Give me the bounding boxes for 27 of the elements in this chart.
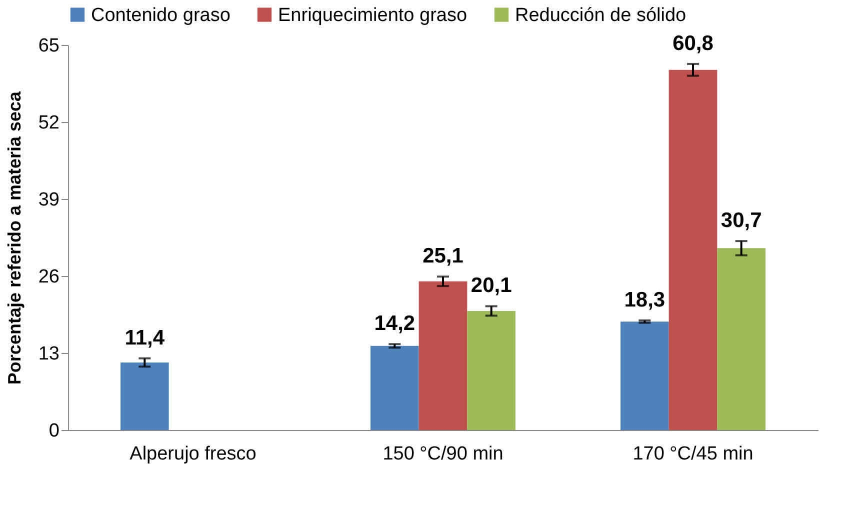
data-label: 30,7	[720, 209, 762, 232]
bar	[717, 248, 766, 430]
bar	[418, 281, 468, 430]
legend-label: Enriquecimiento graso	[278, 4, 468, 26]
data-label: 60,8	[672, 32, 714, 55]
y-tick-label: 13	[38, 344, 60, 364]
data-label: 25,1	[422, 244, 464, 268]
data-label: 11,4	[124, 326, 165, 350]
legend-label: Contenido graso	[91, 4, 230, 26]
y-tick-label: 39	[38, 190, 60, 210]
data-label: 20,1	[470, 274, 512, 298]
data-label: 18,3	[624, 288, 666, 312]
y-tick-label: 26	[38, 266, 60, 288]
y-tick-label: 0	[48, 420, 60, 442]
data-label: 14,2	[374, 312, 416, 336]
x-tick-label: 170 °C/45 min	[632, 444, 754, 464]
legend-label: Reducción de sólido	[515, 4, 686, 26]
x-tick-label: 150 °C/90 min	[382, 444, 504, 464]
bar	[467, 310, 516, 430]
bar	[668, 70, 718, 430]
bar	[120, 362, 169, 430]
y-axis-title: Porcentaje referido a materia seca	[4, 90, 24, 385]
bar	[620, 322, 669, 430]
y-tick-label: 65	[38, 36, 60, 56]
bar	[370, 346, 419, 430]
x-tick-label: Alperujo fresco	[130, 444, 256, 464]
y-tick-label: 52	[38, 112, 60, 134]
